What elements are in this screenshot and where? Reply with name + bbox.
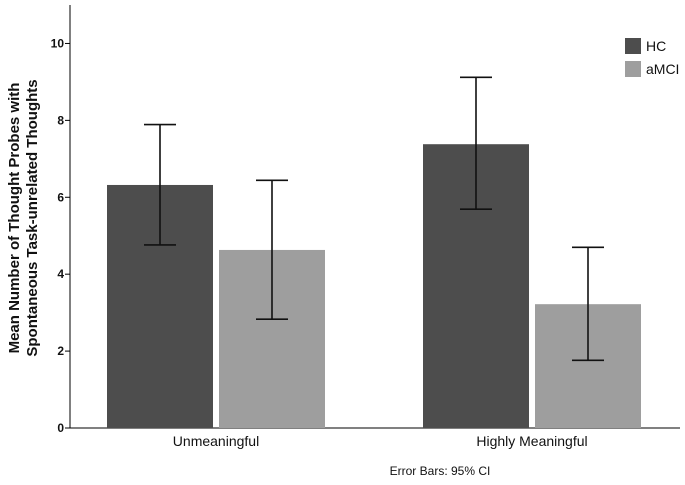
error-bar-amci-highly-meaningful — [572, 246, 604, 362]
legend-label-hc: HC — [646, 38, 666, 54]
error-bar-hc-highly-meaningful — [460, 76, 492, 210]
x-category-label: Highly Meaningful — [476, 433, 587, 449]
error-bars-footnote: Error Bars: 95% CI — [390, 464, 491, 478]
y-tick-label: 10 — [51, 36, 65, 50]
y-tick-label: 2 — [57, 344, 64, 358]
y-tick-label: 0 — [57, 421, 64, 435]
y-axis-title-line-2: Spontaneous Task-unrelated Thoughts — [24, 79, 41, 356]
legend: HC aMCI — [625, 38, 679, 77]
category-labels: Unmeaningful Highly Meaningful — [173, 433, 588, 449]
error-bar-amci-unmeaningful — [256, 179, 288, 320]
y-axis-title-line-1: Mean Number of Thought Probes with — [6, 83, 23, 354]
error-bars — [144, 76, 604, 362]
legend-swatch-hc — [625, 38, 641, 54]
y-ticks: 0 2 4 6 8 10 — [51, 36, 70, 435]
y-tick-label: 8 — [57, 113, 64, 127]
legend-swatch-amci — [625, 61, 641, 77]
bars — [107, 144, 641, 429]
x-category-label: Unmeaningful — [173, 433, 259, 449]
error-bar-hc-unmeaningful — [144, 123, 176, 246]
y-tick-label: 4 — [57, 267, 64, 281]
legend-label-amci: aMCI — [646, 61, 679, 77]
y-tick-label: 6 — [57, 190, 64, 204]
